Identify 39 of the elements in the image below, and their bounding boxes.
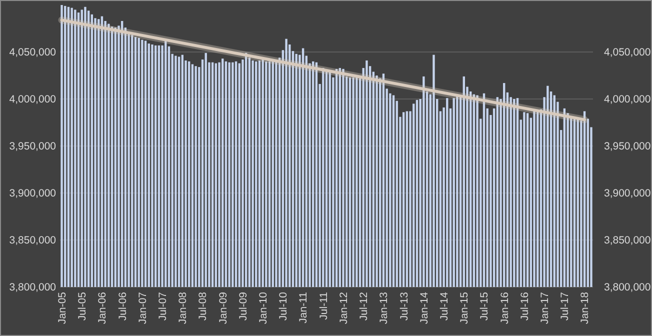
x-tick-label: Jul-16 [518,292,531,321]
x-tick-label: Jan-18 [579,292,592,324]
x-tick-label: Jan-07 [136,292,149,324]
x-tick-label: Jan-11 [298,292,310,324]
y-tick-label: 3,900,000 [9,188,56,200]
x-tick-label: Jul-14 [438,292,450,321]
x-tick-label: Jan-09 [217,292,230,324]
x-tick-label: Jan-17 [539,292,551,324]
x-tick-label: Jul-05 [76,292,89,321]
y-tick-label: 3,850,000 [9,234,56,247]
y-tick-label: 3,950,000 [9,140,56,153]
y2-tick-label: 3,950,000 [604,140,651,153]
x-tick-label: Jul-13 [398,292,410,321]
x-tick-label: Jul-06 [116,292,129,321]
y2-tick-label: 4,050,000 [604,46,651,59]
x-tick-label: Jul-07 [156,292,169,321]
x-tick-label: Jan-14 [418,292,430,324]
x-tick-label: Jan-10 [258,292,270,324]
x-tick-label: Jan-15 [458,292,471,324]
x-tick-label: Jan-12 [338,292,350,324]
y-tick-label: 4,050,000 [9,46,56,59]
x-tick-label: Jan-06 [96,292,109,324]
x-tick-label: Jul-08 [197,292,210,321]
y-tick-label: 3,800,000 [9,282,56,294]
x-tick-label: Jul-15 [478,292,491,321]
x-tick-label: Jul-17 [559,292,572,321]
x-tick-label: Jul-10 [278,292,290,321]
x-tick-label: Jan-08 [177,292,190,324]
y-tick-label: 4,000,000 [9,94,56,106]
y2-tick-label: 4,000,000 [604,94,651,106]
y2-tick-label: 3,800,000 [604,282,651,294]
x-tick-label: Jan-13 [378,292,390,324]
x-tick-label: Jul-12 [358,292,370,321]
y2-tick-label: 3,850,000 [604,234,651,247]
x-tick-label: Jan-05 [56,292,68,324]
x-tick-label: Jan-16 [498,292,511,324]
x-tick-label: Jul-11 [318,292,330,320]
x-tick-label: Jul-09 [237,292,250,321]
y2-tick-label: 3,900,000 [604,188,651,200]
